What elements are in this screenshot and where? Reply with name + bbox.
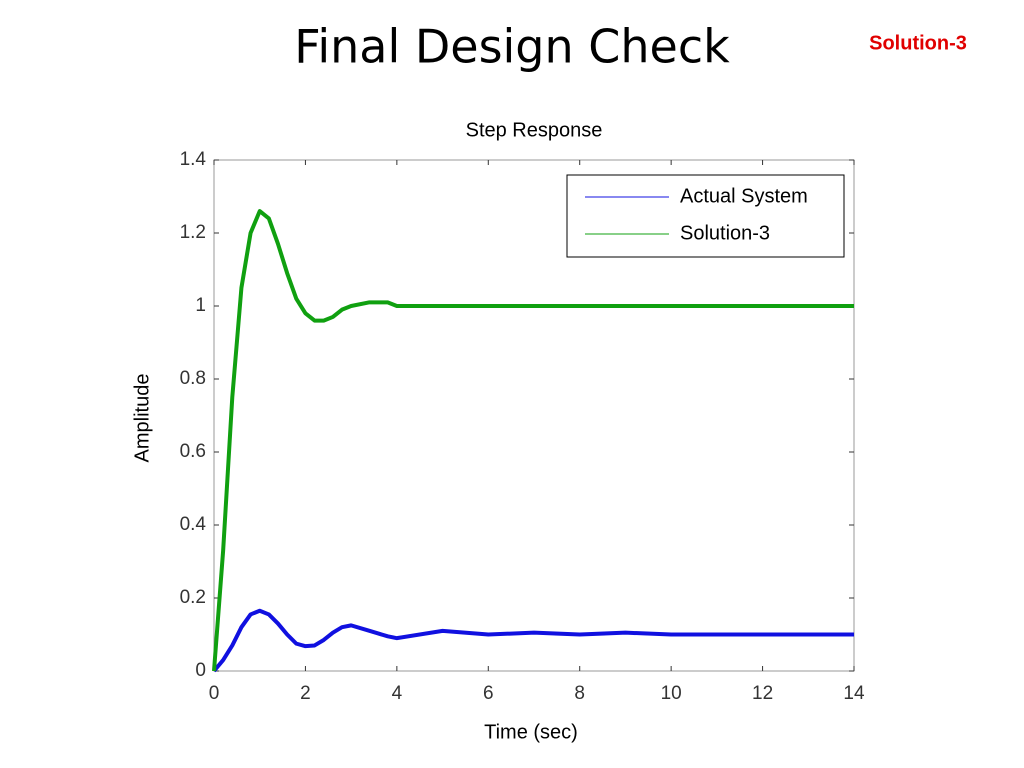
series-line <box>212 209 854 672</box>
slide-title: Final Design Check <box>294 20 730 74</box>
series-line <box>212 608 854 673</box>
x-tick-label: 8 <box>574 683 585 704</box>
y-tick-label: 0.2 <box>180 587 206 608</box>
x-tick-label: 10 <box>661 683 682 704</box>
x-tick-label: 6 <box>483 683 494 704</box>
y-tick-label: 1.4 <box>180 149 207 170</box>
plot-frame <box>213 159 855 672</box>
y-tick-label: 0 <box>195 660 206 681</box>
x-tick-label: 4 <box>392 683 403 704</box>
legend-box <box>566 174 845 258</box>
legend-label: Solution-3 <box>680 222 770 244</box>
x-tick-label: 12 <box>752 683 773 704</box>
y-tick-label: 0.6 <box>180 441 206 462</box>
chart-title: Step Response <box>466 119 603 141</box>
y-tick-label: 0.8 <box>180 368 206 389</box>
y-axis-label: Amplitude <box>131 374 153 463</box>
x-tick-label: 14 <box>843 683 865 704</box>
y-tick-label: 1 <box>195 295 206 316</box>
x-axis-label: Time (sec) <box>484 721 578 743</box>
solution-tag: Solution-3 <box>869 32 967 54</box>
legend-label: Actual System <box>680 185 808 207</box>
x-tick-label: 0 <box>209 683 220 704</box>
x-tick-label: 2 <box>300 683 311 704</box>
y-tick-label: 1.2 <box>180 222 206 243</box>
y-tick-label: 0.4 <box>180 514 207 535</box>
